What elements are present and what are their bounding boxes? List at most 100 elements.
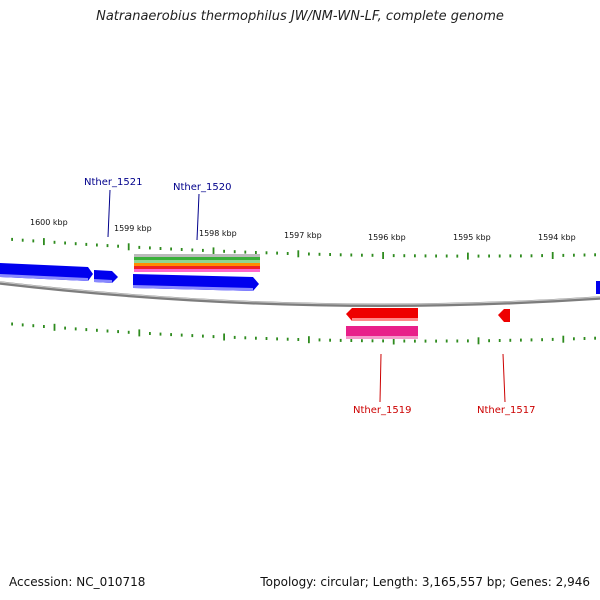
- scale-label-1594: 1594 kbp: [538, 233, 576, 242]
- bottom-row-major-tick: [53, 323, 56, 331]
- reverse-rna-nther-1519[interactable]: [346, 326, 418, 339]
- bottom-row-major-tick: [562, 335, 565, 343]
- gene-label-nther-1517[interactable]: Nther_1517: [477, 405, 535, 416]
- bottom-row-minor-tick: [85, 328, 88, 332]
- bottom-row-minor-tick: [96, 328, 98, 332]
- gene-label-nther-1520[interactable]: Nther_1520: [173, 182, 231, 193]
- gene-label-nther-1521[interactable]: Nther_1521: [84, 177, 142, 188]
- top-row-minor-tick: [223, 249, 225, 253]
- bottom-row-minor-tick: [424, 339, 427, 343]
- top-row-minor-tick: [530, 254, 533, 258]
- top-row-minor-tick: [64, 241, 66, 245]
- feature-band-lightgreen: [134, 260, 260, 263]
- top-row-minor-tick: [477, 254, 480, 258]
- top-row-minor-tick: [445, 254, 448, 258]
- reverse-gene-nther-1517[interactable]: [498, 309, 510, 322]
- bottom-row-minor-tick: [127, 330, 130, 334]
- bottom-row-minor-tick: [159, 332, 162, 336]
- bottom-row-major-tick: [223, 333, 225, 341]
- scale-label-1599: 1599 kbp: [114, 224, 152, 233]
- accession-text: Accession: NC_010718: [9, 575, 146, 589]
- bottom-row-minor-tick: [573, 337, 575, 341]
- bottom-row-major-tick: [308, 336, 310, 344]
- bottom-row-minor-tick: [286, 337, 289, 341]
- leader-line-nther-1519: [379, 353, 382, 403]
- forward-gene-right-edge[interactable]: [596, 281, 600, 294]
- bottom-row-minor-tick: [520, 338, 522, 342]
- bottom-row-minor-tick: [541, 338, 543, 342]
- feature-band-red: [134, 266, 260, 269]
- bottom-row-minor-tick: [403, 339, 406, 343]
- scale-label-1597: 1597 kbp: [284, 231, 322, 240]
- top-row-minor-tick: [573, 253, 575, 257]
- top-row-minor-tick: [339, 253, 342, 257]
- tick-row-top: [11, 237, 596, 260]
- top-row-minor-tick: [96, 243, 98, 247]
- top-row-major-tick: [212, 247, 215, 255]
- bottom-row-minor-tick: [170, 333, 172, 337]
- bottom-row-minor-tick: [74, 327, 77, 331]
- genome-title: Natranaerobius thermophilus JW/NM-WN-LF,…: [96, 9, 504, 24]
- forward-gene-nther-1521-shade: [94, 279, 112, 283]
- feature-band-gray: [134, 254, 260, 257]
- bottom-row-major-tick: [477, 337, 480, 345]
- bottom-row-minor-tick: [233, 335, 236, 339]
- bottom-row-minor-tick: [498, 339, 501, 342]
- top-row-minor-tick: [11, 237, 13, 241]
- top-row-major-tick: [467, 252, 469, 260]
- top-row-minor-tick: [32, 239, 35, 243]
- top-row-minor-tick: [350, 253, 353, 257]
- reverse-gene-nther-1519[interactable]: [346, 308, 418, 321]
- top-row-minor-tick: [286, 252, 289, 255]
- scale-label-1596: 1596 kbp: [368, 233, 406, 242]
- top-row-minor-tick: [318, 252, 321, 256]
- bottom-row-minor-tick: [594, 336, 596, 340]
- bottom-row-minor-tick: [265, 337, 268, 340]
- scale-label-1600: 1600 kbp: [30, 218, 68, 227]
- bottom-row-major-tick: [392, 337, 395, 345]
- bottom-row-minor-tick: [244, 336, 247, 340]
- top-row-minor-tick: [202, 248, 204, 252]
- bottom-row-minor-tick: [414, 339, 416, 343]
- top-row-minor-tick: [520, 254, 522, 258]
- scale-label-1598: 1598 kbp: [199, 229, 237, 238]
- top-row-minor-tick: [371, 253, 374, 257]
- genome-backbone: [0, 281, 600, 308]
- bottom-row-minor-tick: [530, 338, 533, 342]
- top-row-minor-tick: [424, 254, 427, 258]
- gene-label-nther-1519[interactable]: Nther_1519: [353, 405, 411, 416]
- bottom-row-minor-tick: [318, 338, 321, 342]
- leader-line-nther-1521: [107, 189, 111, 238]
- bottom-row-minor-tick: [212, 335, 215, 339]
- bottom-row-minor-tick: [509, 338, 512, 342]
- top-row-major-tick: [43, 238, 45, 246]
- top-row-minor-tick: [509, 254, 512, 258]
- top-row-minor-tick: [244, 250, 247, 254]
- tick-row-bottom: [11, 322, 596, 345]
- top-row-minor-tick: [149, 246, 151, 250]
- top-row-minor-tick: [117, 244, 119, 248]
- top-row-minor-tick: [583, 253, 586, 257]
- top-row-minor-tick: [180, 248, 183, 251]
- top-row-minor-tick: [329, 253, 331, 256]
- top-row-minor-tick: [456, 254, 459, 258]
- top-row-minor-tick: [159, 247, 162, 250]
- bottom-row-minor-tick: [276, 337, 278, 341]
- top-row-minor-tick: [138, 245, 141, 249]
- top-row-minor-tick: [562, 253, 565, 257]
- top-row-minor-tick: [276, 251, 278, 255]
- top-row-minor-tick: [488, 254, 490, 258]
- bottom-row-major-tick: [138, 329, 141, 337]
- bottom-row-minor-tick: [371, 339, 374, 343]
- bottom-row-minor-tick: [32, 324, 35, 328]
- top-row-minor-tick: [265, 251, 268, 255]
- bottom-row-minor-tick: [149, 332, 151, 335]
- top-row-major-tick: [382, 252, 384, 259]
- top-row-minor-tick: [361, 253, 363, 257]
- top-row-major-tick: [127, 243, 130, 251]
- genome-backbone-highlight: [0, 281, 600, 305]
- top-row-minor-tick: [106, 244, 109, 248]
- bottom-row-minor-tick: [583, 337, 586, 340]
- bottom-row-minor-tick: [551, 337, 554, 341]
